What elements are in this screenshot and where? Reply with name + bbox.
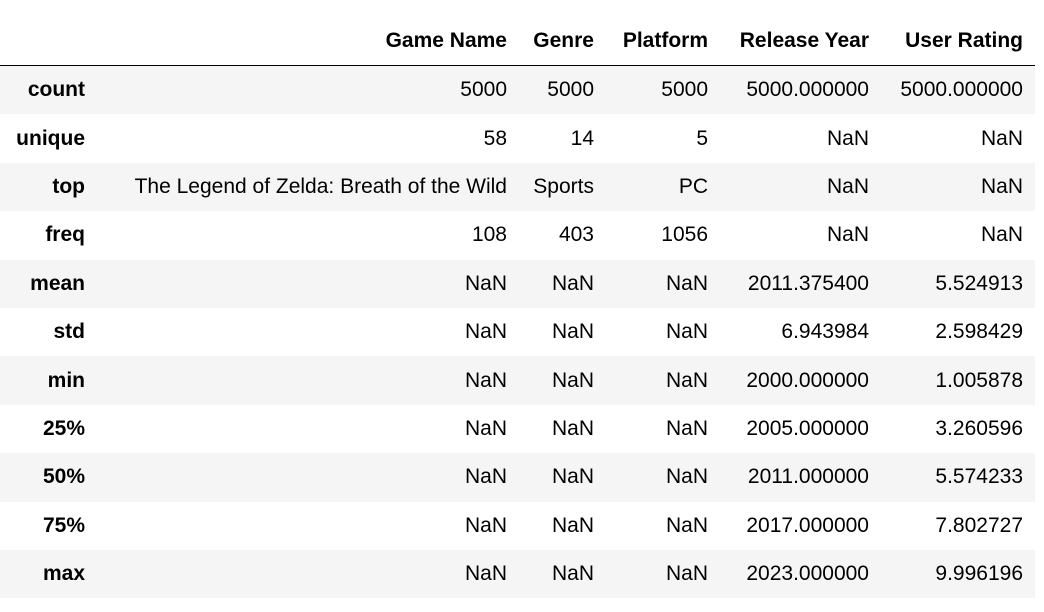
row-index-label: 50% [42, 465, 85, 489]
cell-game-name: NaN [464, 465, 507, 489]
dataframe-output: Game Name Genre Platform Release Year Us… [0, 16, 1035, 599]
cell-platform: 5 [696, 126, 708, 150]
row-index-label: top [52, 174, 85, 198]
table-header: Game Name Genre Platform Release Year Us… [0, 16, 1035, 66]
column-header-platform: Platform [606, 16, 720, 66]
cell-game-name: NaN [464, 416, 507, 440]
cell-genre: 5000 [547, 78, 594, 102]
cell-user-rating: NaN [980, 223, 1023, 247]
describe-table: Game Name Genre Platform Release Year Us… [0, 16, 1035, 599]
cell-user-rating: 7.802727 [935, 513, 1023, 537]
cell-game-name: NaN [464, 513, 507, 537]
cell-game-name: 108 [471, 223, 507, 247]
table-row: 25% NaN NaN NaN 2005.000000 3.260596 [0, 404, 1035, 454]
cell-user-rating: 3.260596 [935, 416, 1023, 440]
cell-release-year: 2011.000000 [747, 465, 869, 489]
cell-game-name: NaN [464, 320, 507, 344]
row-index-label: freq [45, 223, 85, 247]
cell-genre: NaN [551, 368, 594, 392]
cell-user-rating: 5000.000000 [900, 78, 1023, 102]
cell-release-year: 2005.000000 [746, 416, 869, 440]
cell-genre: NaN [551, 562, 594, 586]
cell-user-rating: 5.524913 [935, 271, 1023, 295]
row-index-label: count [27, 78, 85, 102]
cell-genre: 403 [558, 223, 594, 247]
table-row: mean NaN NaN NaN 2011.375400 5.524913 [0, 259, 1035, 308]
row-index-label: 75% [42, 513, 85, 537]
cell-platform: NaN [665, 416, 708, 440]
cell-user-rating: 2.598429 [935, 320, 1023, 344]
table-row: 50% NaN NaN NaN 2011.000000 5.574233 [0, 453, 1035, 502]
cell-platform: NaN [665, 465, 708, 489]
column-header-release-year: Release Year [720, 16, 881, 66]
row-index-label: mean [30, 271, 85, 295]
table-row: unique 58 14 5 NaN NaN [0, 114, 1035, 163]
cell-platform: PC [678, 174, 708, 198]
row-index-label: unique [16, 126, 85, 150]
cell-genre: NaN [551, 513, 594, 537]
cell-game-name: The Legend of Zelda: Breath of the Wild [134, 174, 507, 198]
header-row: Game Name Genre Platform Release Year Us… [0, 16, 1035, 66]
table-row: 75% NaN NaN NaN 2017.000000 7.802727 [0, 501, 1035, 550]
cell-release-year: 2000.000000 [746, 368, 869, 392]
cell-platform: 5000 [661, 78, 708, 102]
table-row: freq 108 403 1056 NaN NaN [0, 211, 1035, 260]
cell-user-rating: 5.574233 [935, 465, 1023, 489]
column-header-user-rating: User Rating [881, 16, 1035, 66]
row-index-label: max [42, 562, 85, 586]
cell-game-name: NaN [464, 271, 507, 295]
column-header-game-name: Game Name [97, 16, 519, 66]
cell-platform: NaN [665, 368, 708, 392]
cell-release-year: NaN [826, 223, 869, 247]
table-body: count 5000 5000 5000 5000.000000 5000.000000 u… [0, 65, 1035, 599]
cell-game-name: 5000 [460, 78, 507, 102]
cell-user-rating: 9.996196 [935, 562, 1023, 586]
cell-user-rating: 1.005878 [935, 368, 1023, 392]
cell-platform: NaN [665, 562, 708, 586]
cell-genre: Sports [533, 174, 594, 198]
cell-user-rating: NaN [980, 174, 1023, 198]
cell-platform: 1056 [661, 223, 708, 247]
cell-user-rating: NaN [980, 126, 1023, 150]
cell-release-year: 6.943984 [781, 320, 869, 344]
table-row: std NaN NaN NaN 6.943984 2.598429 [0, 307, 1035, 357]
table-row: count 5000 5000 5000 5000.000000 5000.000000 [0, 65, 1035, 115]
column-header-genre: Genre [519, 16, 606, 66]
cell-genre: NaN [551, 465, 594, 489]
cell-genre: NaN [551, 320, 594, 344]
cell-game-name: NaN [464, 562, 507, 586]
index-header [0, 16, 97, 66]
cell-release-year: NaN [826, 126, 869, 150]
cell-platform: NaN [665, 271, 708, 295]
cell-genre: NaN [551, 271, 594, 295]
table-row: top The Legend of Zelda: Breath of the Wi… [0, 162, 1035, 212]
cell-release-year: 2017.000000 [746, 513, 869, 537]
table-row: min NaN NaN NaN 2000.000000 1.005878 [0, 356, 1035, 405]
cell-platform: NaN [665, 320, 708, 344]
row-index-label: std [53, 320, 86, 344]
cell-platform: NaN [665, 513, 708, 537]
row-index-label: min [47, 368, 85, 392]
cell-release-year: NaN [826, 174, 869, 198]
cell-release-year: 2023.000000 [746, 562, 869, 586]
cell-genre: 14 [570, 126, 594, 150]
row-index-label: 25% [42, 416, 85, 440]
cell-genre: NaN [551, 416, 594, 440]
table-row: max NaN NaN NaN 2023.000000 9.996196 [0, 549, 1035, 599]
cell-game-name: NaN [464, 368, 507, 392]
cell-release-year: 2011.375400 [747, 271, 869, 295]
cell-release-year: 5000.000000 [746, 78, 869, 102]
cell-game-name: 58 [483, 126, 507, 150]
